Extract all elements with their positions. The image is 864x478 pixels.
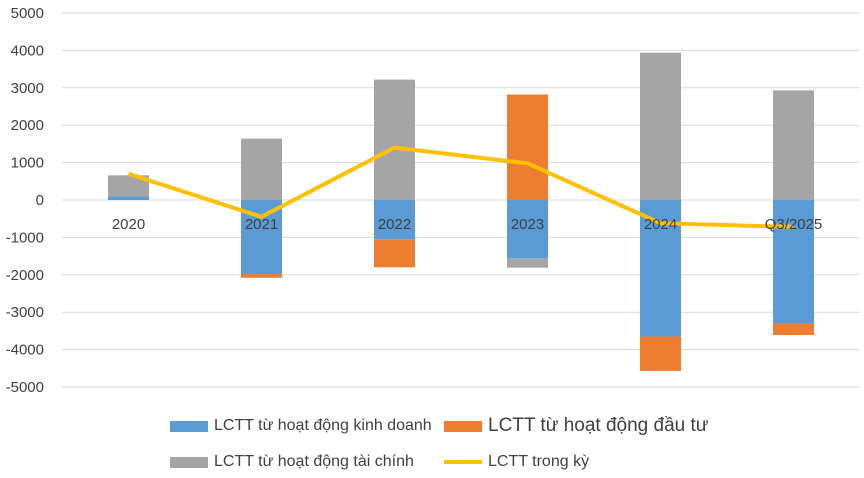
bar-2023-series-0 — [507, 200, 548, 259]
line-lctt-trong-ky — [127, 145, 794, 229]
bar-2020-series-0 — [108, 196, 149, 200]
bar-2020-series-2 — [108, 175, 149, 197]
bar-Q3/2025-series-2 — [773, 90, 814, 200]
y-tick-label: 1000 — [11, 155, 44, 172]
y-axis-ticks: 5000 4000 3000 2000 1000 0 -1000 -2000 -3000 -400… — [6, 5, 44, 396]
bar-2022-series-2 — [374, 79, 415, 200]
bar-2021-series-2 — [241, 138, 282, 200]
y-tick-label: -5000 — [6, 379, 44, 396]
y-tick-label: -1000 — [6, 229, 44, 246]
x-tick-label: 2022 — [378, 216, 411, 233]
bar-2022-series-0 — [374, 200, 415, 240]
bar-2021-series-1 — [241, 274, 282, 278]
x-tick-label: 2020 — [112, 216, 145, 233]
x-tick-label: 2024 — [644, 216, 677, 233]
x-axis-ticks: 2020 2021 2022 2023 2024 Q3/2025 — [112, 216, 822, 233]
total-line — [127, 145, 794, 229]
bars — [108, 52, 814, 371]
bar-2024-series-1 — [640, 336, 681, 371]
y-tick-label: 3000 — [11, 80, 44, 97]
y-tick-label: 0 — [36, 192, 44, 209]
y-tick-label: 2000 — [11, 117, 44, 134]
x-tick-label: Q3/2025 — [765, 216, 823, 233]
x-tick-label: 2023 — [511, 216, 544, 233]
y-tick-label: -4000 — [6, 342, 44, 359]
y-tick-label: 4000 — [11, 42, 44, 59]
bar-2022-series-1 — [374, 239, 415, 268]
y-tick-label: -3000 — [6, 304, 44, 321]
y-tick-label: -2000 — [6, 267, 44, 284]
bar-Q3/2025-series-1 — [773, 323, 814, 336]
gridlines — [62, 12, 860, 388]
bar-2023-series-1 — [507, 94, 548, 200]
y-tick-label: 5000 — [11, 5, 44, 22]
x-tick-label: 2021 — [245, 216, 278, 233]
bar-2023-series-2 — [507, 258, 548, 268]
bar-Q3/2025-series-0 — [773, 200, 814, 324]
bar-2024-series-2 — [640, 52, 681, 201]
